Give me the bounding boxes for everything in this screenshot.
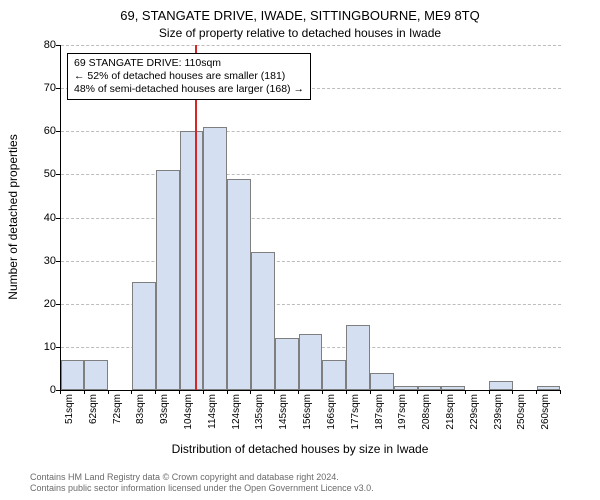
footer-line: Contains public sector information licen…	[30, 483, 590, 494]
y-axis-label: Number of detached properties	[6, 134, 20, 299]
y-tick-mark	[56, 304, 60, 305]
x-tick-label: 145sqm	[278, 394, 289, 430]
x-tick-mark	[417, 390, 418, 394]
x-tick-label: 197sqm	[397, 394, 408, 430]
x-tick-label: 239sqm	[493, 394, 504, 430]
x-tick-mark	[274, 390, 275, 394]
x-tick-mark	[560, 390, 561, 394]
x-tick-mark	[179, 390, 180, 394]
y-tick-mark	[56, 45, 60, 46]
histogram-bar	[394, 386, 418, 390]
histogram-bar	[299, 334, 323, 390]
annotation-line: 69 STANGATE DRIVE: 110sqm	[74, 57, 304, 70]
chart-title-main: 69, STANGATE DRIVE, IWADE, SITTINGBOURNE…	[0, 8, 600, 23]
y-tick-mark	[56, 218, 60, 219]
y-tick-label: 70	[30, 82, 56, 94]
histogram-bar	[180, 131, 204, 390]
grid-line	[61, 261, 561, 262]
y-tick-mark	[56, 347, 60, 348]
x-tick-label: 93sqm	[159, 394, 170, 424]
y-tick-mark	[56, 131, 60, 132]
x-tick-label: 51sqm	[64, 394, 75, 424]
x-tick-mark	[441, 390, 442, 394]
x-tick-mark	[489, 390, 490, 394]
y-tick-label: 50	[30, 168, 56, 180]
x-tick-mark	[346, 390, 347, 394]
x-tick-label: 187sqm	[374, 394, 385, 430]
x-tick-label: 177sqm	[350, 394, 361, 430]
annotation-box: 69 STANGATE DRIVE: 110sqm ← 52% of detac…	[67, 53, 311, 100]
y-tick-label: 10	[30, 341, 56, 353]
y-tick-label: 40	[30, 212, 56, 224]
histogram-bar	[132, 282, 156, 390]
x-tick-label: 156sqm	[302, 394, 313, 430]
x-tick-mark	[203, 390, 204, 394]
annotation-line: 48% of semi-detached houses are larger (…	[74, 83, 304, 96]
x-tick-label: 104sqm	[183, 394, 194, 430]
grid-line	[61, 45, 561, 46]
x-tick-label: 208sqm	[421, 394, 432, 430]
x-tick-mark	[370, 390, 371, 394]
x-tick-mark	[227, 390, 228, 394]
histogram-bar	[61, 360, 85, 390]
y-tick-label: 20	[30, 298, 56, 310]
chart-container: 69, STANGATE DRIVE, IWADE, SITTINGBOURNE…	[0, 0, 600, 500]
histogram-bar	[322, 360, 346, 390]
x-axis-label: Distribution of detached houses by size …	[0, 442, 600, 456]
histogram-bar	[441, 386, 465, 390]
y-tick-label: 80	[30, 39, 56, 51]
histogram-bar	[203, 127, 227, 390]
grid-line	[61, 131, 561, 132]
histogram-bar	[251, 252, 275, 390]
annotation-line: ← 52% of detached houses are smaller (18…	[74, 70, 304, 83]
x-tick-mark	[322, 390, 323, 394]
x-tick-label: 124sqm	[231, 394, 242, 430]
x-tick-label: 166sqm	[326, 394, 337, 430]
y-tick-label: 0	[30, 384, 56, 396]
histogram-bar	[84, 360, 108, 390]
x-tick-mark	[131, 390, 132, 394]
histogram-bar	[537, 386, 561, 390]
footer-line: Contains HM Land Registry data © Crown c…	[30, 472, 590, 483]
x-tick-mark	[298, 390, 299, 394]
histogram-bar	[370, 373, 394, 390]
x-tick-label: 135sqm	[254, 394, 265, 430]
x-tick-label: 250sqm	[516, 394, 527, 430]
x-tick-mark	[84, 390, 85, 394]
y-tick-mark	[56, 174, 60, 175]
x-tick-label: 260sqm	[540, 394, 551, 430]
histogram-bar	[156, 170, 180, 390]
x-tick-mark	[250, 390, 251, 394]
histogram-bar	[489, 381, 513, 390]
y-tick-mark	[56, 261, 60, 262]
y-tick-mark	[56, 88, 60, 89]
x-tick-mark	[60, 390, 61, 394]
histogram-bar	[227, 179, 251, 390]
x-tick-mark	[108, 390, 109, 394]
x-tick-label: 72sqm	[112, 394, 123, 424]
x-tick-label: 62sqm	[88, 394, 99, 424]
y-tick-label: 30	[30, 255, 56, 267]
x-tick-mark	[465, 390, 466, 394]
grid-line	[61, 174, 561, 175]
x-tick-label: 229sqm	[469, 394, 480, 430]
y-tick-label: 60	[30, 125, 56, 137]
x-tick-mark	[393, 390, 394, 394]
grid-line	[61, 218, 561, 219]
x-tick-label: 218sqm	[445, 394, 456, 430]
x-tick-label: 114sqm	[207, 394, 218, 429]
x-tick-mark	[512, 390, 513, 394]
chart-title-sub: Size of property relative to detached ho…	[0, 26, 600, 40]
histogram-bar	[346, 325, 370, 390]
x-tick-mark	[536, 390, 537, 394]
x-tick-label: 83sqm	[135, 394, 146, 424]
histogram-bar	[418, 386, 442, 390]
histogram-bar	[275, 338, 299, 390]
chart-footer: Contains HM Land Registry data © Crown c…	[30, 472, 590, 494]
x-tick-mark	[155, 390, 156, 394]
